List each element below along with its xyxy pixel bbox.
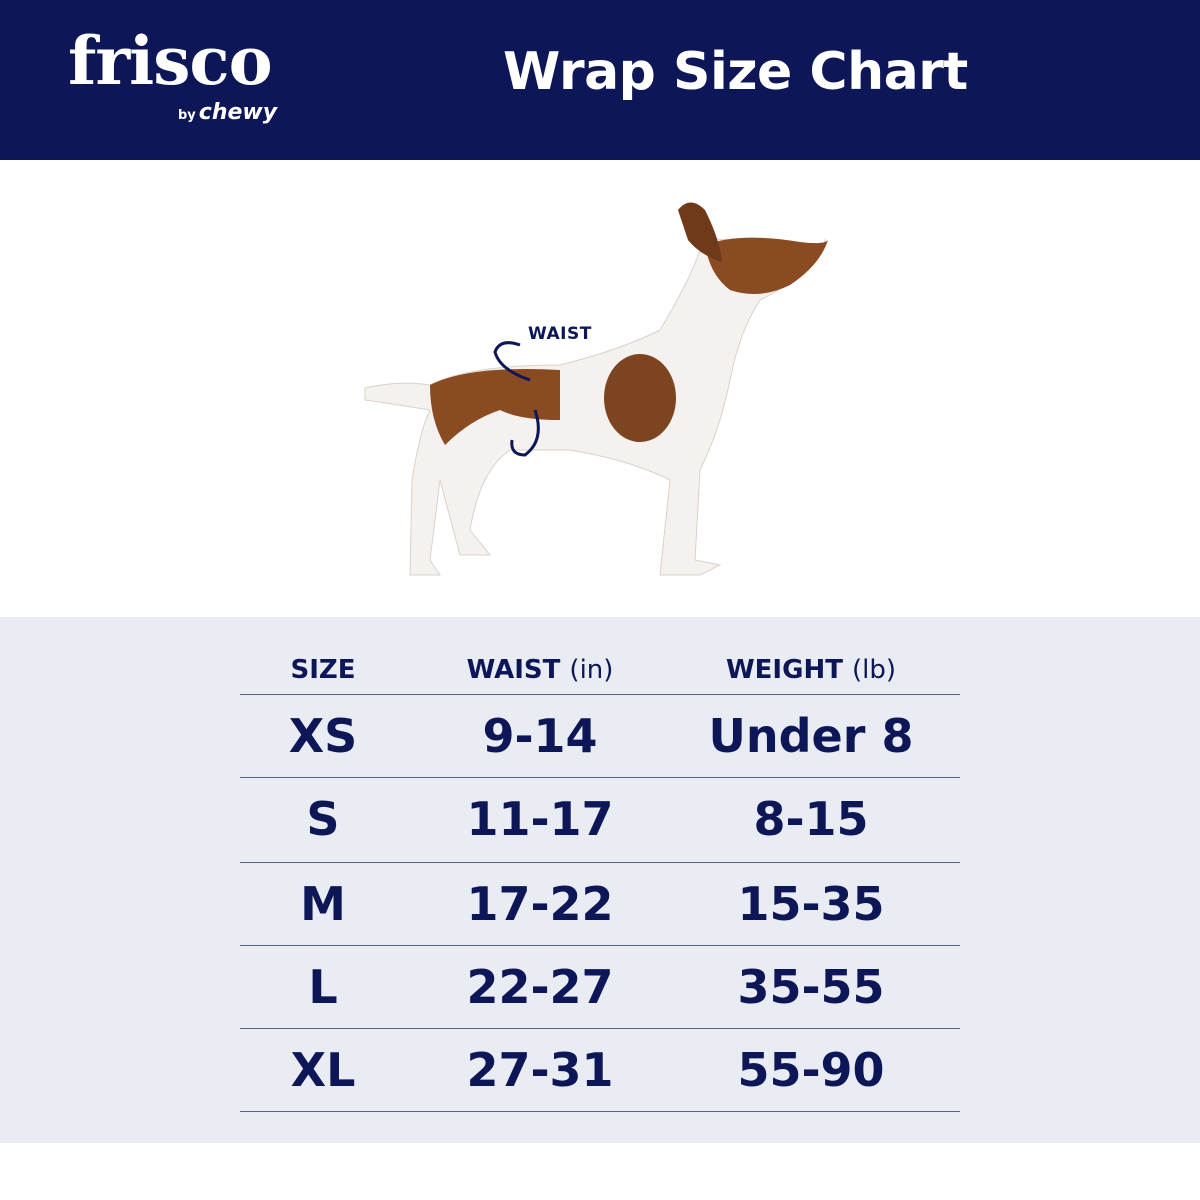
table-row: L 22-27 35-55 (240, 946, 960, 1029)
waist-cell: 22-27 (466, 960, 614, 1014)
waist-arrow-top-icon (493, 341, 531, 382)
weight-cell: 15-35 (737, 877, 885, 931)
table-header-row: SIZE WAIST (in) WEIGHT (lb) (240, 627, 960, 695)
size-cell: XS (288, 709, 358, 763)
size-cell: S (306, 792, 340, 846)
column-header-waist: WAIST (in) (466, 655, 614, 685)
table-row: XS 9-14 Under 8 (240, 695, 960, 778)
logo-sub: chewy (198, 100, 278, 125)
weight-cell: 35-55 (737, 960, 885, 1014)
column-header-size: SIZE (290, 655, 356, 685)
page-title: Wrap Size Chart (503, 42, 968, 102)
weight-cell: Under 8 (708, 709, 914, 763)
table-row: S 11-17 8-15 (240, 778, 960, 863)
column-header-weight: WEIGHT (lb) (725, 655, 897, 685)
weight-cell: 55-90 (737, 1043, 885, 1097)
dog-illustration (364, 202, 828, 576)
size-cell: M (300, 877, 346, 931)
waist-cell: 17-22 (466, 877, 614, 931)
size-cell: L (308, 960, 338, 1014)
weight-cell: 8-15 (753, 792, 869, 846)
waist-cell: 11-17 (466, 792, 614, 846)
table-row: M 17-22 15-35 (240, 863, 960, 946)
logo-text: frisco (68, 22, 273, 100)
waist-cell: 27-31 (466, 1043, 614, 1097)
header-banner: frisco by chewy Wrap Size Chart (0, 0, 1200, 160)
waist-cell: 9-14 (482, 709, 598, 763)
waist-arrow-bottom-icon (510, 409, 540, 457)
size-cell: XL (290, 1043, 356, 1097)
logo-by: by (178, 108, 196, 123)
waist-label: WAIST (528, 324, 592, 344)
size-table (0, 617, 1200, 1143)
table-row: XL 27-31 55-90 (240, 1029, 960, 1112)
dog-body (364, 202, 828, 576)
frisco-logo: frisco by chewy (68, 22, 277, 125)
